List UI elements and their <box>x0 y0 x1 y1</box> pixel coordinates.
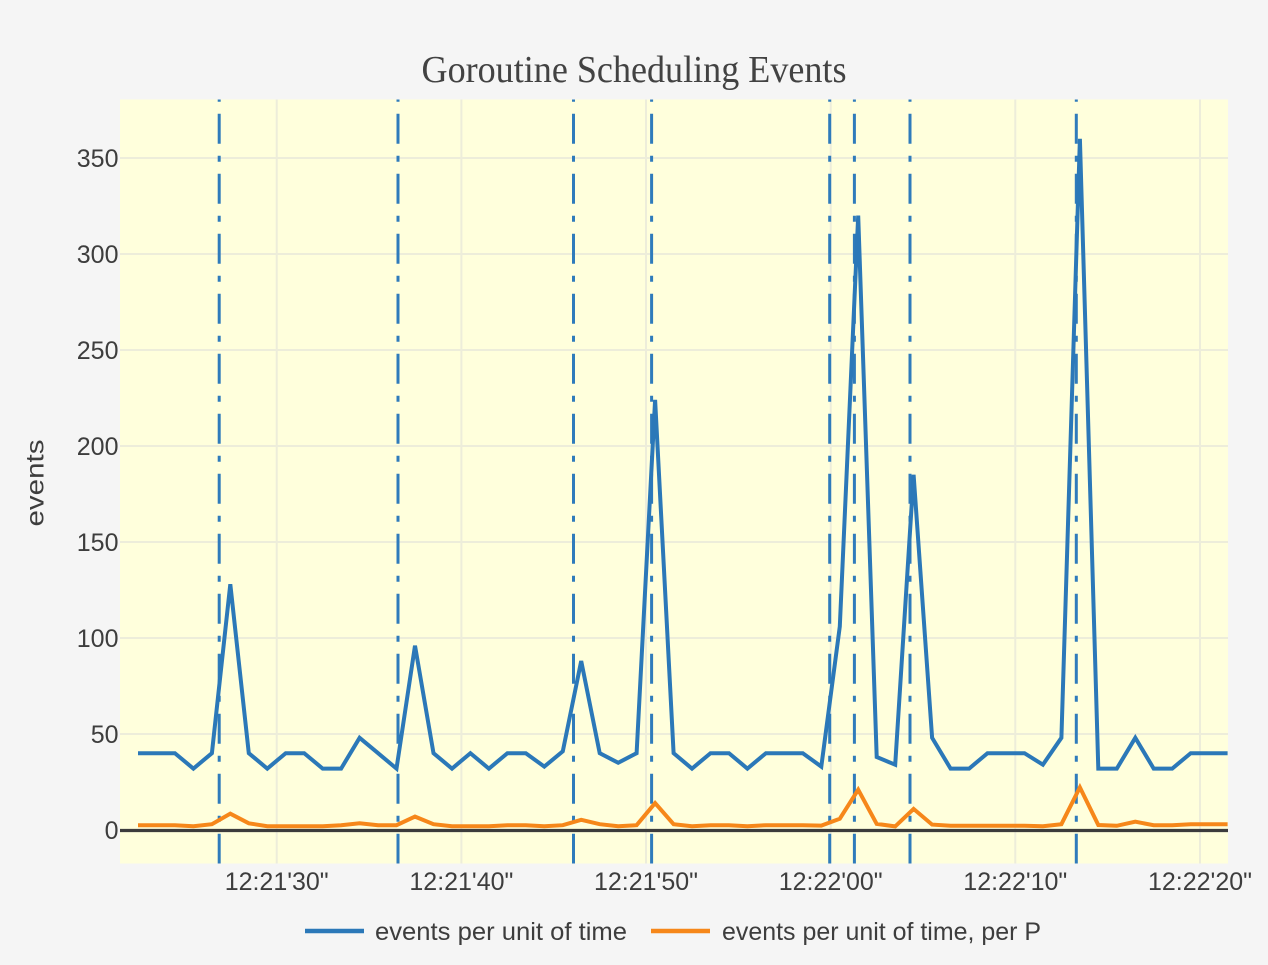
svg-text:events: events <box>22 440 50 527</box>
svg-text:0: 0 <box>105 817 119 845</box>
svg-text:12:21'40": 12:21'40" <box>409 868 513 896</box>
svg-text:12:21'30": 12:21'30" <box>225 868 329 896</box>
svg-text:events per unit of time, per P: events per unit of time, per P <box>722 918 1041 946</box>
svg-text:100: 100 <box>77 625 119 653</box>
svg-text:50: 50 <box>91 721 119 749</box>
svg-text:150: 150 <box>77 529 119 557</box>
svg-text:Goroutine Scheduling Events: Goroutine Scheduling Events <box>422 49 847 91</box>
svg-text:350: 350 <box>77 145 119 173</box>
svg-text:12:22'20": 12:22'20" <box>1148 868 1252 896</box>
svg-text:200: 200 <box>77 433 119 461</box>
svg-text:events per unit of time: events per unit of time <box>375 918 627 946</box>
svg-text:12:21'50": 12:21'50" <box>594 868 698 896</box>
svg-text:300: 300 <box>77 241 119 269</box>
svg-text:12:22'10": 12:22'10" <box>963 868 1067 896</box>
svg-text:250: 250 <box>77 337 119 365</box>
svg-text:12:22'00": 12:22'00" <box>779 868 883 896</box>
